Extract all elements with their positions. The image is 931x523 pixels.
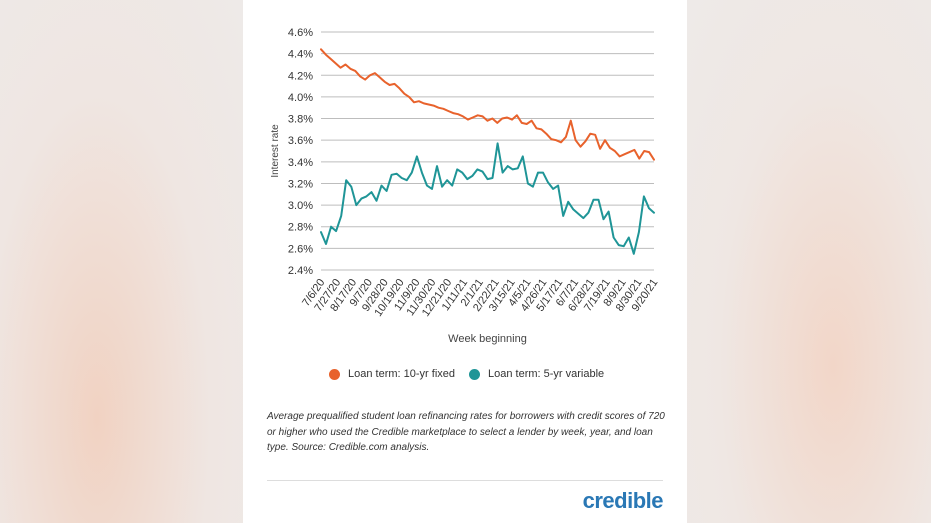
y-tick-label: 3.6% bbox=[288, 135, 313, 147]
legend-swatch-5yr bbox=[469, 368, 480, 380]
y-tick-label: 3.4% bbox=[288, 157, 313, 169]
background-left bbox=[0, 0, 243, 523]
y-tick-label: 3.8% bbox=[288, 114, 313, 126]
legend-item-5yr: Loan term: 5-yr variable bbox=[469, 368, 604, 380]
legend-item-10yr: Loan term: 10-yr fixed bbox=[329, 368, 455, 380]
y-axis-label: Interest rate bbox=[270, 124, 281, 178]
y-tick-label: 2.6% bbox=[288, 243, 313, 255]
y-tick-label: 4.2% bbox=[288, 70, 313, 82]
y-tick-label: 4.0% bbox=[288, 92, 313, 104]
credible-logo: credible bbox=[582, 488, 664, 513]
y-tick-label: 3.0% bbox=[288, 200, 313, 212]
y-tick-label: 2.4% bbox=[288, 265, 313, 277]
y-tick-label: 4.4% bbox=[288, 49, 313, 61]
legend-label-5yr: Loan term: 5-yr variable bbox=[488, 368, 605, 380]
background-right bbox=[687, 0, 931, 523]
series-line-10yr-fixed bbox=[320, 48, 655, 161]
chart-card: 4.6% 4.4% 4.2% 4.0% 3.8% 3.6% 3.4% 3.2% 3.0% 2.8%… bbox=[243, 0, 687, 523]
divider bbox=[267, 480, 663, 481]
legend-label-10yr: Loan term: 10-yr fixed bbox=[348, 368, 455, 380]
y-tick-label: 2.8% bbox=[288, 222, 313, 234]
chart-legend: Loan term: 10-yr fixed Loan term: 5-yr v… bbox=[329, 368, 618, 380]
line-chart: 4.6% 4.4% 4.2% 4.0% 3.8% 3.6% 3.4% 3.2% 3.0% 2.8%… bbox=[270, 27, 660, 345]
x-axis-label: Week beginning bbox=[448, 333, 527, 345]
legend-swatch-10yr bbox=[329, 368, 340, 380]
y-tick-label: 4.6% bbox=[288, 27, 313, 39]
y-tick-label: 3.2% bbox=[288, 178, 313, 190]
series-line-5yr-variable bbox=[320, 142, 655, 255]
chart-caption: Average prequalified student loan refina… bbox=[267, 411, 665, 453]
